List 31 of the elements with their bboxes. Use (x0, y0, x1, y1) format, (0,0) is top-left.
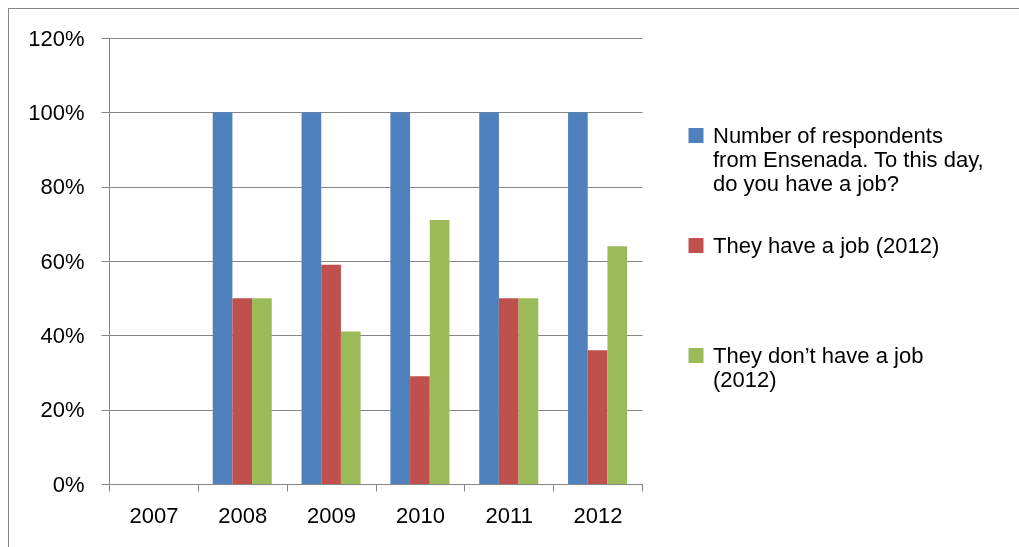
bar (301, 112, 322, 484)
y-tick-label: 40% (40, 322, 85, 348)
x-tick-label: 2007 (129, 502, 179, 528)
bar (321, 264, 341, 484)
y-tick-label: 20% (40, 397, 85, 423)
bar (429, 220, 450, 484)
bar (340, 331, 361, 484)
bar (410, 376, 430, 484)
bar (498, 298, 519, 484)
x-tick-label: 2012 (573, 502, 623, 528)
y-tick-label: 120% (28, 25, 85, 51)
x-tick-label: 2011 (485, 502, 533, 528)
bar (587, 350, 608, 484)
bar (607, 246, 628, 484)
y-tick-label: 80% (40, 174, 85, 200)
legend-label: They don’t have a job (2012) (713, 343, 924, 392)
x-tick-label: 2010 (395, 502, 445, 528)
bar (479, 112, 499, 484)
y-tick-label: 60% (40, 248, 85, 274)
x-tick-label: 2008 (218, 502, 268, 528)
bar (390, 112, 411, 484)
legend-label: Number of respondents from Ensenada. To this day, do you have a job? (713, 123, 984, 196)
bar (518, 298, 539, 484)
legend-label: They have a job (2012) (713, 233, 940, 258)
bar (212, 112, 233, 484)
bar (252, 298, 272, 484)
y-tick-label: 100% (28, 99, 85, 125)
bar (232, 298, 253, 484)
x-tick-label: 2009 (307, 502, 357, 528)
y-tick-label: 0% (52, 471, 85, 497)
bar (568, 112, 588, 484)
